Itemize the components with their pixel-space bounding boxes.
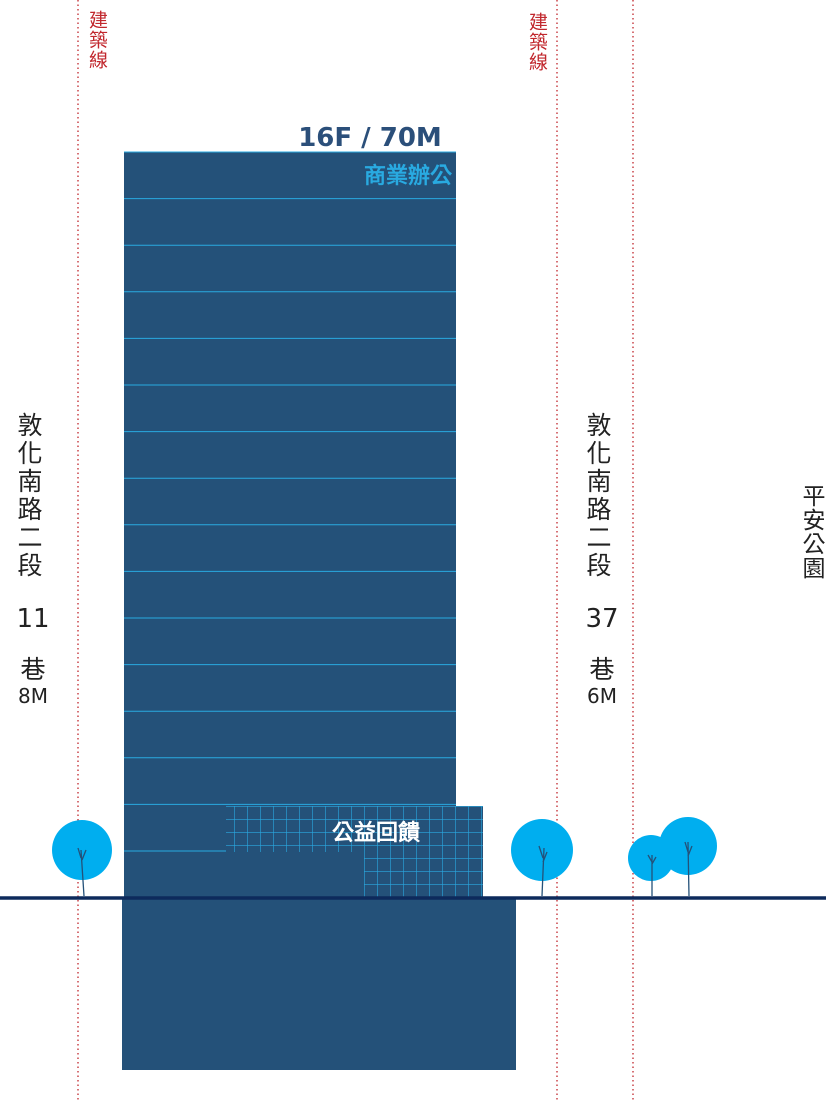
park-name: 平安公園 <box>798 484 824 580</box>
use-label: 商業辦公 <box>364 163 452 189</box>
podium-grid <box>364 852 483 898</box>
building-line-label: 建築線 <box>86 10 108 70</box>
building-line-marks <box>77 0 634 1102</box>
lane-number: 11 <box>16 604 50 634</box>
road-width: 6M <box>587 684 617 708</box>
road-name: 敦化南路二段 <box>583 412 612 580</box>
podium-grid <box>226 806 483 852</box>
trees <box>52 817 717 881</box>
road-width: 8M <box>18 684 48 708</box>
floor-lines <box>124 151 456 852</box>
height-label: 16F / 70M <box>298 123 442 153</box>
podium-label: 公益回饋 <box>332 820 420 846</box>
lane-number: 37 <box>585 604 619 634</box>
tree-trunks <box>77 841 693 897</box>
building-line-label: 建築線 <box>526 12 548 72</box>
lane-suffix: 巷 <box>20 655 46 684</box>
lane-suffix: 巷 <box>589 655 615 684</box>
basement <box>122 899 516 1070</box>
road-name: 敦化南路二段 <box>14 412 43 580</box>
